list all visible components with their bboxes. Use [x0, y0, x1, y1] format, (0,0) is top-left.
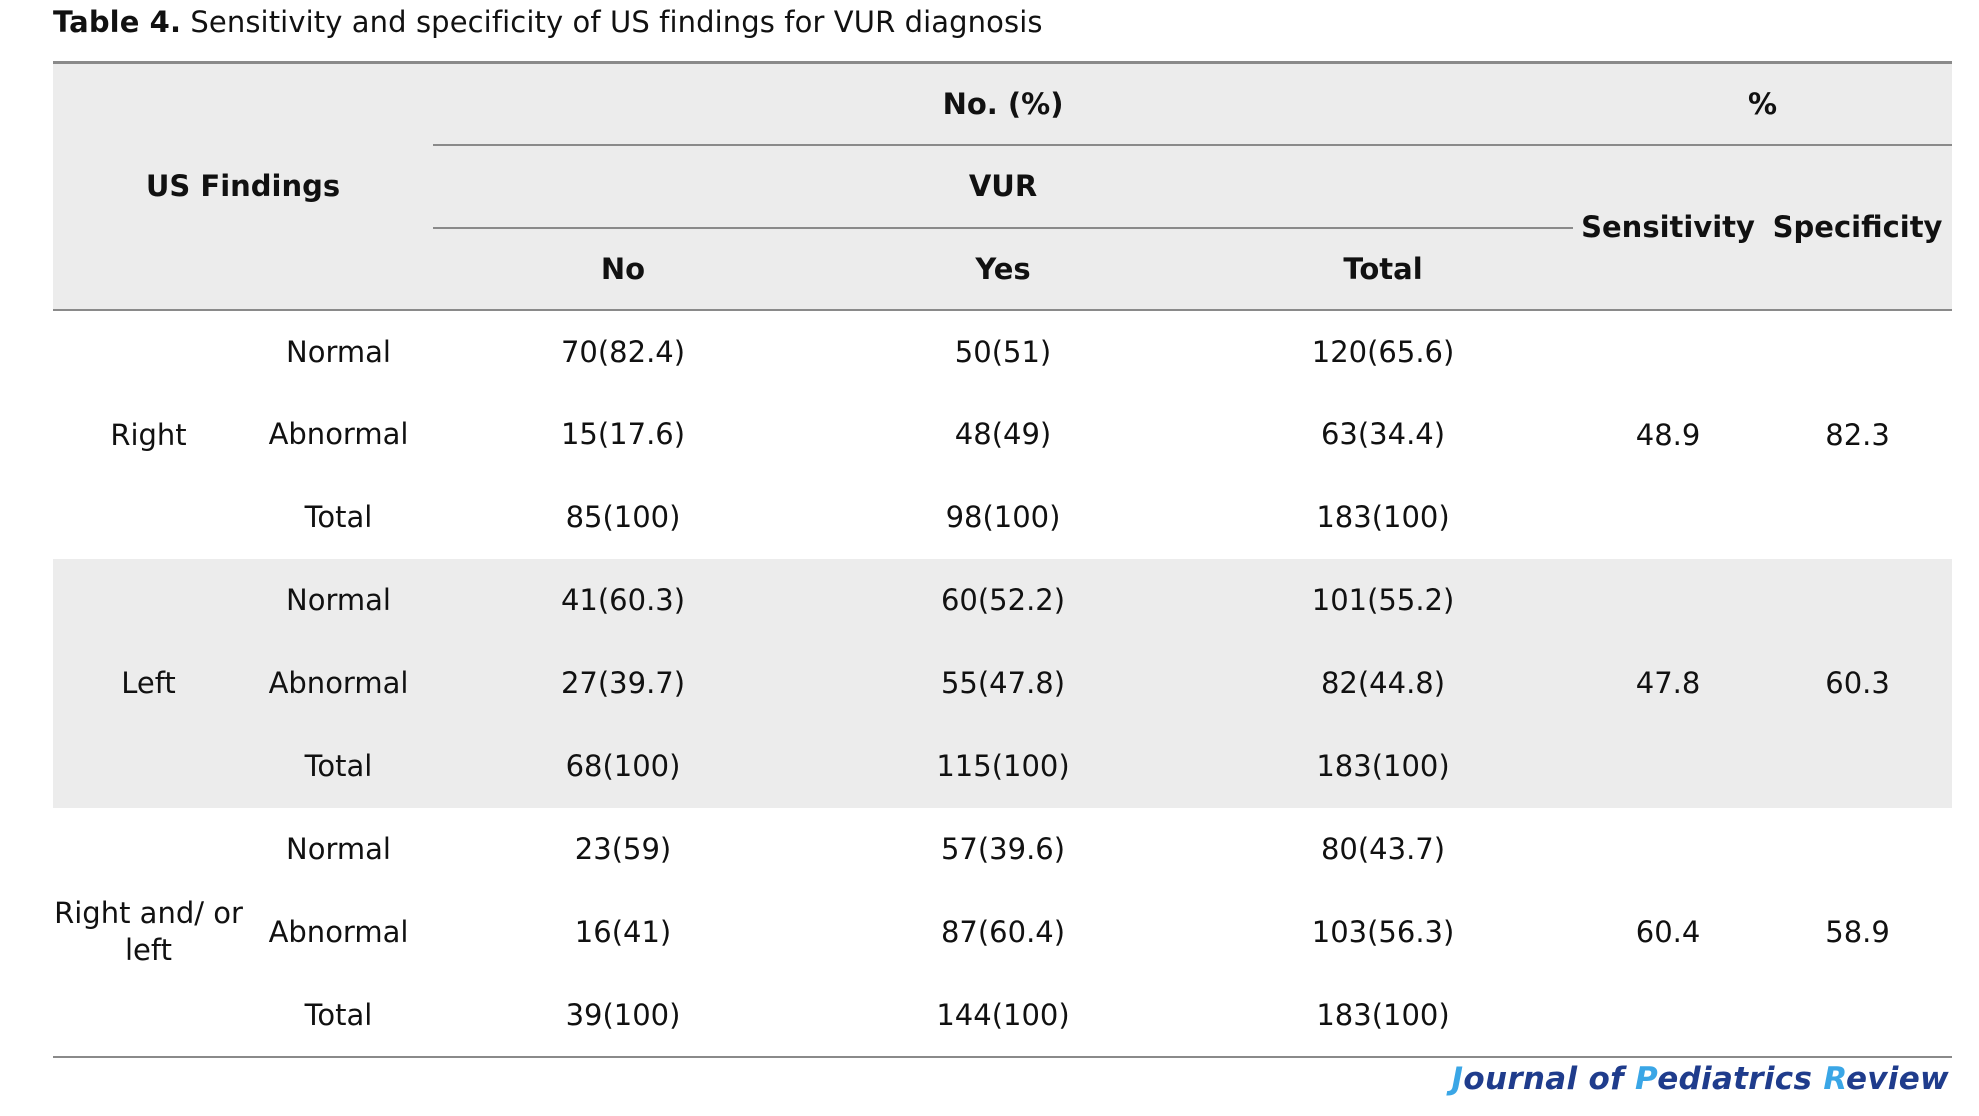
cell-total: 63(34.4)	[1320, 417, 1446, 451]
cell-total: 183(100)	[1316, 500, 1450, 534]
row-side: Right	[110, 417, 187, 452]
row-finding: Normal	[286, 334, 391, 369]
table-row: Right Normal 70(82.4) 50(51) 120(65.6) 4…	[53, 310, 1952, 452]
table-row: Total 68(100) 115(100) 183(100)	[53, 724, 1952, 808]
row-finding: Total	[244, 973, 434, 1058]
row-side: Left	[53, 558, 244, 808]
table-row: Left Normal 41(60.3) 60(52.2) 101(55.2) …	[53, 558, 1953, 808]
journal-logo-j: J	[1451, 1061, 1464, 1097]
table-row: Total 85(100) 98(100) 183(100)	[53, 476, 1952, 559]
cell-no: 15(17.6)	[560, 417, 686, 451]
table-caption-label: Table 4.	[53, 5, 182, 39]
header-col-no: No	[433, 227, 814, 311]
row-finding: Total	[304, 500, 373, 534]
cell-specificity: 58.9	[1763, 807, 1953, 1058]
header-pct: %	[1573, 62, 1953, 146]
cell-yes: 48(49)	[954, 417, 1052, 451]
table-row: Abnormal 27(39.7) 55(47.8) 82(44.8)	[53, 641, 1952, 725]
table-caption-text: Sensitivity and specificity of US findin…	[190, 5, 1043, 39]
table-caption: Table 4. Sensitivity and specificity of …	[53, 2, 1043, 42]
cell-yes: 60(52.2)	[813, 558, 1194, 642]
cell-yes: 144(100)	[813, 973, 1194, 1058]
group-right-and-or-left: Right and/ or left Normal 23(59) 57(39.6…	[53, 807, 1953, 1058]
results-table: US Findings No. (%) % VUR Sensitivity Sp…	[53, 61, 1953, 1058]
cell-yes: 50(51)	[954, 334, 1052, 369]
cell-no: 27(39.7)	[433, 641, 814, 725]
cell-no: 23(59)	[574, 832, 672, 866]
cell-total: 80(43.7)	[1320, 832, 1446, 866]
header-vur: VUR	[433, 144, 1574, 229]
cell-no: 39(100)	[433, 973, 814, 1058]
row-finding: Abnormal	[268, 915, 409, 949]
table-row: Abnormal 16(41) 87(60.4) 103(56.3)	[53, 891, 1952, 974]
header-sensitivity: Sensitivity	[1573, 144, 1764, 311]
row-finding: Abnormal	[244, 641, 434, 725]
cell-total: 183(100)	[1193, 973, 1574, 1058]
row-finding: Total	[244, 724, 434, 808]
cell-total: 183(100)	[1193, 724, 1574, 808]
cell-total: 120(65.6)	[1311, 334, 1455, 369]
row-finding: Normal	[286, 832, 391, 866]
group-right: Right Normal 70(82.4) 50(51) 120(65.6) 4…	[53, 310, 1952, 559]
header-no-pct: No. (%)	[433, 62, 1574, 146]
journal-logo-r: R	[1823, 1061, 1846, 1097]
cell-sensitivity: 60.4	[1573, 807, 1764, 1058]
table-header: US Findings No. (%) % VUR Sensitivity Sp…	[53, 62, 1953, 311]
header-specificity: Specificity	[1763, 144, 1953, 311]
row-finding: Abnormal	[268, 417, 409, 451]
table-row: Total 39(100) 144(100) 183(100)	[53, 973, 1952, 1058]
cell-no: 85(100)	[565, 500, 681, 534]
cell-no: 68(100)	[433, 724, 814, 808]
journal-logo-ournal-of: ournal of	[1463, 1061, 1635, 1097]
cell-yes: 87(60.4)	[940, 915, 1066, 949]
cell-no: 70(82.4)	[560, 334, 686, 369]
cell-specificity: 60.3	[1763, 558, 1953, 808]
header-col-total: Total	[1193, 227, 1574, 311]
cell-total: 82(44.8)	[1193, 641, 1574, 725]
table-row: Right and/ or left Normal 23(59) 57(39.6…	[53, 807, 1953, 1058]
cell-total: 101(55.2)	[1193, 558, 1574, 642]
table-row: Abnormal 15(17.6) 48(49) 63(34.4)	[53, 393, 1952, 476]
cell-total: 103(56.3)	[1311, 915, 1455, 949]
row-side: Right and/ or left	[53, 807, 244, 1058]
cell-yes: 115(100)	[813, 724, 1194, 808]
journal-logo-eview: eview	[1845, 1061, 1949, 1097]
row-finding: Normal	[244, 558, 434, 642]
cell-yes: 55(47.8)	[813, 641, 1194, 725]
journal-logo-ediatrics: ediatrics	[1657, 1061, 1824, 1097]
cell-yes: 57(39.6)	[940, 832, 1066, 866]
cell-specificity: 82.3	[1825, 417, 1890, 452]
cell-yes: 98(100)	[945, 500, 1061, 534]
cell-no: 16(41)	[574, 915, 672, 949]
cell-sensitivity: 47.8	[1573, 558, 1764, 808]
cell-no: 41(60.3)	[433, 558, 814, 642]
cell-sensitivity: 48.9	[1635, 417, 1701, 452]
journal-logo: Journal of Pediatrics Review	[1452, 1061, 1949, 1097]
header-col-yes: Yes	[813, 227, 1194, 311]
group-left: Left Normal 41(60.3) 60(52.2) 101(55.2) …	[53, 558, 1953, 808]
header-us-findings: US Findings	[53, 62, 434, 311]
journal-logo-p: P	[1635, 1061, 1658, 1097]
